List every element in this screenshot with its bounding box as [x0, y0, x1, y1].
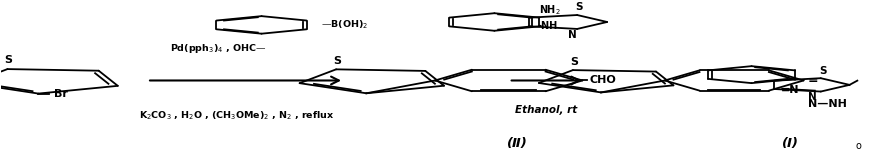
Text: S: S [333, 56, 341, 66]
Text: S: S [574, 2, 582, 12]
Text: =: = [807, 73, 818, 86]
Text: S: S [4, 55, 12, 65]
Text: K$_2$CO$_3$ , H$_2$O , (CH$_3$OMe)$_2$ , N$_2$ , reflux: K$_2$CO$_3$ , H$_2$O , (CH$_3$OMe)$_2$ ,… [139, 109, 335, 122]
Text: N—NH: N—NH [807, 99, 846, 109]
Text: Ethanol, rt: Ethanol, rt [514, 105, 577, 115]
Text: Pd(pph$_3$)$_4$ , OHC—: Pd(pph$_3$)$_4$ , OHC— [170, 42, 267, 55]
Text: NH$_2$: NH$_2$ [539, 3, 561, 17]
Text: (Ⅰ): (Ⅰ) [781, 137, 798, 150]
Text: —B(OH)$_2$: —B(OH)$_2$ [320, 19, 368, 31]
Text: S: S [569, 57, 577, 67]
Text: o: o [855, 141, 860, 151]
Text: CHO: CHO [588, 75, 615, 86]
Text: N: N [806, 92, 815, 102]
Text: -NH: -NH [537, 21, 557, 31]
Text: Br: Br [54, 89, 68, 99]
Text: S: S [818, 66, 826, 76]
Text: N: N [567, 30, 576, 40]
Text: =N: =N [780, 85, 799, 95]
Text: (Ⅱ): (Ⅱ) [507, 137, 527, 150]
